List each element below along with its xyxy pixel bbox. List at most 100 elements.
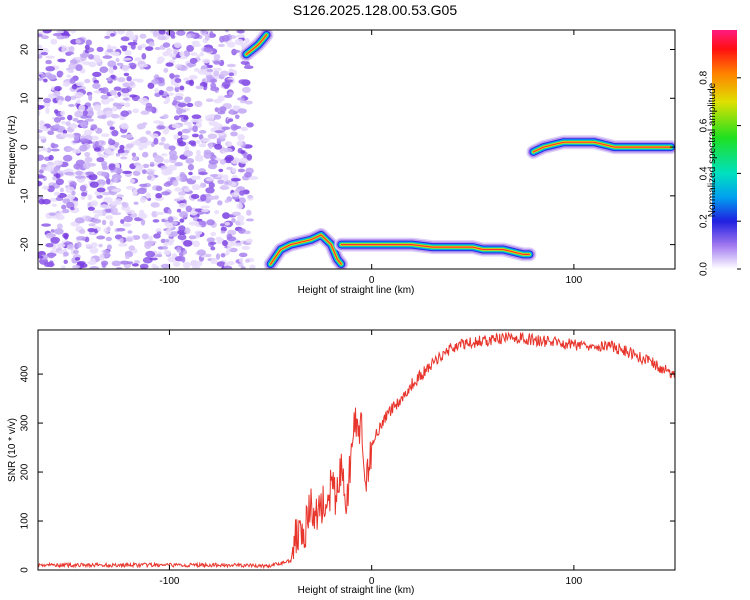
noise-speck <box>62 232 69 239</box>
noise-speck <box>38 255 44 259</box>
noise-speck <box>121 88 130 94</box>
colorbar-label: Normalized spectral amplitude <box>707 82 718 217</box>
noise-speck <box>136 123 146 130</box>
noise-speck <box>245 258 250 263</box>
noise-speck <box>183 116 189 120</box>
noise-speck <box>90 124 98 130</box>
noise-speck <box>84 215 92 222</box>
noise-speck <box>112 65 118 70</box>
noise-speck <box>214 210 220 215</box>
noise-speck <box>111 113 120 119</box>
noise-speck <box>79 53 89 58</box>
noise-speck <box>226 236 237 242</box>
noise-speck <box>231 211 241 216</box>
noise-speck <box>237 134 245 141</box>
noise-speck <box>131 152 137 157</box>
noise-speck <box>122 97 129 101</box>
noise-speck <box>54 86 62 91</box>
x-tick-label: 100 <box>566 576 583 587</box>
noise-speck <box>38 147 42 153</box>
noise-speck <box>165 96 171 103</box>
noise-speck <box>240 126 248 132</box>
noise-speck <box>38 54 43 59</box>
noise-speck <box>136 78 144 83</box>
noise-speck <box>165 86 174 92</box>
noise-speck <box>103 253 111 258</box>
noise-speck <box>237 214 245 222</box>
noise-speck <box>47 74 57 79</box>
noise-speck <box>155 185 163 192</box>
noise-speck <box>165 168 173 172</box>
noise-speck <box>163 249 171 256</box>
x-tick-label: -100 <box>159 576 179 587</box>
noise-speckle-region <box>38 30 259 269</box>
noise-speck <box>206 237 215 243</box>
noise-speck <box>115 266 123 269</box>
noise-speck <box>226 261 235 266</box>
noise-speck <box>215 253 221 260</box>
noise-speck <box>200 137 211 143</box>
noise-speck <box>41 223 51 227</box>
noise-speck <box>55 30 65 34</box>
noise-speck <box>126 133 133 139</box>
noise-speck <box>141 169 147 175</box>
noise-speck <box>246 122 254 128</box>
noise-speck <box>79 229 86 234</box>
noise-speck <box>173 50 179 55</box>
noise-speck <box>187 163 194 171</box>
noise-speck <box>90 242 98 248</box>
noise-speck <box>191 194 200 199</box>
noise-speck <box>109 207 118 215</box>
noise-speck <box>160 263 171 269</box>
noise-speck <box>201 30 206 34</box>
noise-speck <box>237 30 245 34</box>
noise-speck <box>87 206 95 211</box>
noise-speck <box>140 219 146 226</box>
noise-speck <box>101 260 109 266</box>
noise-speck <box>68 46 75 53</box>
noise-speck <box>75 64 83 72</box>
noise-speck <box>224 221 230 226</box>
noise-speck <box>38 71 43 75</box>
noise-speck <box>137 63 148 68</box>
noise-speck <box>188 140 197 145</box>
noise-speck <box>192 240 200 248</box>
noise-speck <box>227 141 233 147</box>
noise-speck <box>38 198 45 205</box>
noise-speck <box>96 110 104 116</box>
noise-speck <box>52 203 57 207</box>
noise-speck <box>74 110 83 118</box>
noise-speck <box>171 123 181 129</box>
noise-speck <box>231 167 237 173</box>
noise-speck <box>156 254 163 258</box>
noise-speck <box>96 235 106 240</box>
noise-speck <box>121 202 129 208</box>
noise-speck <box>145 130 152 135</box>
noise-speck <box>224 199 230 204</box>
noise-speck <box>55 178 64 185</box>
noise-speck <box>113 51 120 57</box>
top-y-axis-label: Frequency (Hz) <box>7 116 18 185</box>
noise-speck <box>66 147 75 151</box>
noise-speck <box>93 147 101 152</box>
noise-speck <box>118 243 128 247</box>
noise-speck <box>177 131 183 137</box>
x-tick-label: 0 <box>369 275 375 286</box>
noise-speck <box>90 200 99 207</box>
noise-speck <box>181 134 190 139</box>
noise-speck <box>210 174 218 178</box>
noise-speck <box>138 97 149 104</box>
noise-speck <box>99 66 109 73</box>
noise-speck <box>41 164 47 168</box>
noise-speck <box>119 144 125 150</box>
signal-track-4 <box>532 141 672 153</box>
noise-speck <box>188 235 197 240</box>
noise-speck <box>152 219 160 223</box>
noise-speck <box>63 259 68 264</box>
noise-speck <box>148 41 155 47</box>
noise-speck <box>38 129 43 134</box>
noise-speck <box>200 194 207 202</box>
noise-speck <box>204 114 215 122</box>
noise-speck <box>165 30 176 37</box>
